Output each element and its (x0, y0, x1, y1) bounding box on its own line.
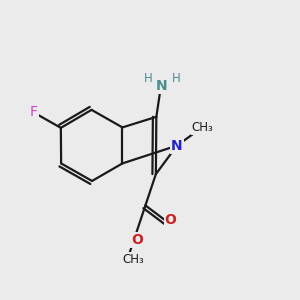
Text: N: N (171, 139, 183, 153)
Text: H: H (144, 72, 153, 85)
Text: O: O (131, 233, 143, 247)
Text: CH₃: CH₃ (122, 253, 144, 266)
Text: CH₃: CH₃ (192, 121, 213, 134)
Text: H: H (171, 72, 180, 85)
Text: O: O (165, 213, 176, 227)
Text: F: F (29, 105, 38, 119)
Text: N: N (156, 79, 167, 93)
